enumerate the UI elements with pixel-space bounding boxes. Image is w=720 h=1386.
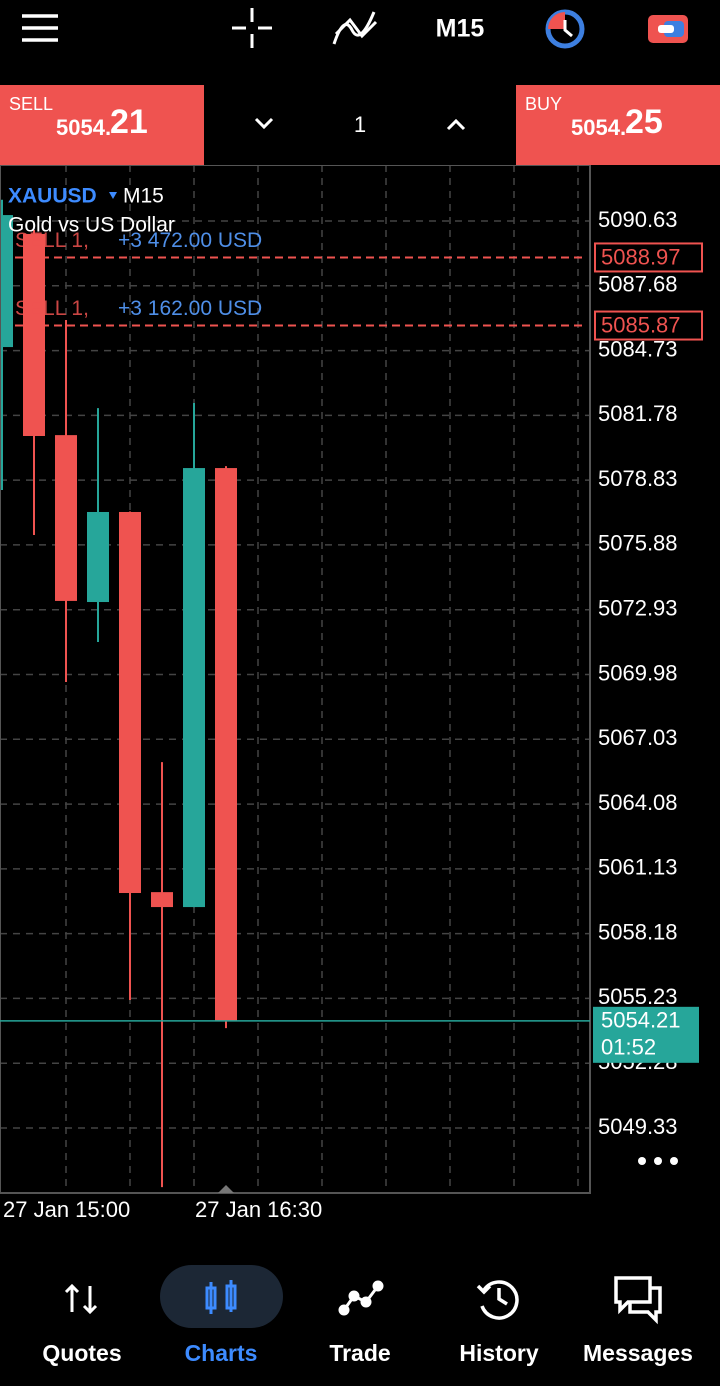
- trade-icon[interactable]: [338, 1280, 384, 1316]
- clock-button[interactable]: [545, 9, 585, 49]
- chart: XAUUSD M15 Gold vs US Dollar 5090.63 5087…: [0, 165, 703, 1222]
- charts-icon[interactable]: [205, 1280, 237, 1314]
- y-tick-label: 5058.18: [598, 919, 678, 944]
- y-tick-label: 5081.78: [598, 401, 678, 426]
- toolbar: M15: [22, 8, 688, 49]
- y-tick-label: 5084.73: [598, 336, 678, 361]
- order-profit: +3 162.00 USD: [118, 297, 262, 320]
- scroll-marker: [218, 1185, 234, 1193]
- nav-messages[interactable]: Messages: [583, 1340, 693, 1366]
- order-price-box: [594, 242, 703, 273]
- sell-price-main: 5054.: [56, 115, 112, 140]
- order-label: SELL 1,: [15, 297, 89, 320]
- order-label: SELL 1,: [15, 229, 89, 252]
- y-tick-label: 5061.13: [598, 855, 678, 880]
- y-tick-label: 5087.68: [598, 272, 678, 297]
- quotes-icon[interactable]: [64, 1283, 98, 1315]
- plot-area: [0, 199, 237, 1188]
- y-tick-label: 5075.88: [598, 531, 678, 556]
- menu-button[interactable]: [22, 14, 58, 42]
- increase-button[interactable]: [446, 118, 466, 131]
- current-price-box: [593, 1006, 699, 1063]
- active-tab-background: [160, 1265, 283, 1328]
- nav-history[interactable]: History: [459, 1340, 539, 1366]
- candle-body: [23, 233, 45, 437]
- symbol[interactable]: XAUUSD: [8, 185, 97, 208]
- candle-body: [119, 511, 141, 894]
- candle-body: [151, 892, 173, 908]
- nav-quotes[interactable]: Quotes: [42, 1340, 122, 1366]
- y-tick-label: 5055.23: [598, 984, 678, 1009]
- candle-body: [183, 468, 205, 908]
- order-price-label: 5085.87: [601, 312, 681, 337]
- sell-price-big: 21: [110, 103, 148, 141]
- quantity[interactable]: 1: [354, 112, 366, 137]
- buy-price-big: 25: [625, 103, 663, 141]
- y-tick-label: 5049.33: [598, 1114, 678, 1139]
- crosshair-button[interactable]: [232, 8, 272, 48]
- nav-icons: [64, 1276, 662, 1325]
- symbol-description: Gold vs US Dollar: [8, 214, 175, 237]
- buy-label: BUY: [525, 94, 563, 114]
- order-price-box: [594, 310, 703, 341]
- symbol-dropdown[interactable]: [109, 192, 117, 199]
- trade-toggle-button[interactable]: [648, 15, 688, 43]
- y-tick-label: 5069.98: [598, 660, 678, 685]
- quantity-panel: 1: [254, 112, 466, 137]
- y-tick-label: 5090.63: [598, 207, 678, 232]
- messages-icon[interactable]: [614, 1276, 662, 1325]
- nav-charts[interactable]: Charts: [184, 1340, 258, 1366]
- candle-body: [0, 215, 13, 348]
- sell-label: SELL: [9, 94, 54, 114]
- countdown-label: 01:52: [601, 1035, 656, 1060]
- x-tick-label: 27 Jan 16:30: [195, 1197, 322, 1222]
- buy-price-main: 5054.: [571, 115, 627, 140]
- history-icon[interactable]: [476, 1280, 519, 1320]
- timeframe-button[interactable]: M15: [436, 15, 485, 43]
- x-tick-label: 27 Jan 15:00: [3, 1197, 130, 1222]
- candle-body: [215, 468, 237, 1021]
- chart-timeframe: M15: [123, 185, 164, 208]
- plot-border: [0, 165, 591, 1194]
- current-price-label: 5054.21: [601, 1008, 681, 1033]
- decrease-button[interactable]: [254, 117, 274, 130]
- indicators-button[interactable]: [332, 11, 378, 45]
- buy-button[interactable]: BUY 5054. 25: [516, 85, 720, 165]
- candle-body: [87, 511, 109, 603]
- y-tick-label: 5064.08: [598, 790, 678, 815]
- nav-trade[interactable]: Trade: [329, 1340, 391, 1366]
- y-tick-label: 5067.03: [598, 725, 678, 750]
- candle-body: [55, 435, 77, 601]
- sell-button[interactable]: SELL 5054. 21: [0, 85, 204, 165]
- more-button[interactable]: [638, 1157, 678, 1165]
- order-price-label: 5088.97: [601, 244, 681, 269]
- order-profit: +3 472.00 USD: [118, 229, 262, 252]
- y-tick-label: 5078.83: [598, 466, 678, 491]
- y-tick-label: 5072.93: [598, 596, 678, 621]
